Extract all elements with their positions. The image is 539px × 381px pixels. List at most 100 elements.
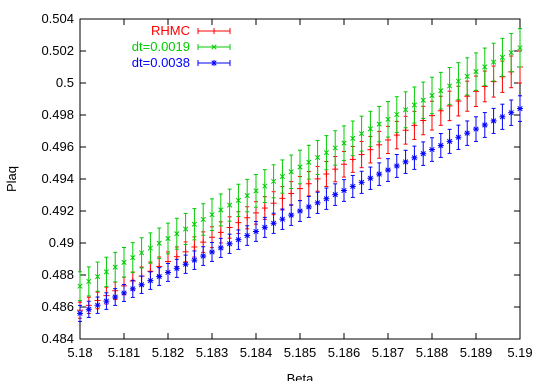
- data-point: [455, 62, 462, 101]
- data-point: [464, 57, 470, 96]
- data-point: [121, 246, 127, 278]
- data-point: [402, 91, 409, 129]
- y-tick-label: 0.488: [41, 267, 74, 282]
- series-dt-0-0019: [77, 28, 523, 302]
- data-point: [244, 178, 250, 213]
- y-tick-label: 0.498: [41, 107, 74, 122]
- axis-ticks: 5.18 5.181 5.182 5.183 5.184 5.185 5.186 5.187 5…: [41, 11, 532, 360]
- data-point: [226, 188, 233, 222]
- data-point: [103, 256, 110, 288]
- series-dt-0-0038: [77, 95, 523, 322]
- data-point: [77, 271, 83, 302]
- data-point: [323, 135, 330, 171]
- data-point: [200, 246, 207, 266]
- data-point: [437, 133, 444, 158]
- data-point: [411, 145, 418, 170]
- series-layer: [77, 28, 523, 322]
- data-point: [261, 216, 268, 238]
- x-tick-label: 5.181: [108, 345, 141, 360]
- y-tick-label: 0.496: [41, 139, 74, 154]
- data-point: [314, 191, 321, 214]
- data-point: [270, 212, 277, 234]
- data-point: [253, 221, 259, 242]
- data-point: [438, 71, 444, 110]
- data-point: [288, 154, 294, 189]
- x-tick-label: 5.18: [67, 345, 92, 360]
- data-point: [323, 187, 330, 210]
- data-point: [499, 103, 506, 130]
- data-point: [402, 149, 409, 174]
- data-point: [262, 169, 268, 203]
- y-tick-label: 0.502: [41, 43, 74, 58]
- data-point: [270, 191, 277, 216]
- data-point: [147, 232, 154, 264]
- data-point: [235, 183, 242, 218]
- y-tick-label: 0.5: [56, 75, 74, 90]
- data-point: [165, 262, 171, 282]
- data-point: [517, 28, 523, 68]
- data-point: [174, 217, 180, 250]
- data-point: [411, 86, 418, 124]
- data-point: [218, 193, 224, 227]
- data-point: [508, 32, 514, 73]
- data-point: [350, 120, 356, 157]
- y-tick-label: 0.492: [41, 203, 74, 218]
- data-point: [341, 179, 347, 202]
- data-point: [385, 158, 391, 182]
- x-tick-label: 5.184: [240, 345, 273, 360]
- x-tick-label: 5.187: [372, 345, 405, 360]
- data-point: [473, 116, 479, 142]
- x-tick-label: 5.188: [416, 345, 449, 360]
- data-point: [358, 115, 365, 152]
- legend-entry: dt=0.0038: [132, 55, 231, 70]
- y-tick-label: 0.484: [41, 331, 74, 346]
- data-point: [393, 153, 400, 178]
- data-point: [130, 242, 136, 274]
- data-point: [367, 166, 374, 190]
- data-point: [173, 258, 180, 278]
- data-point: [358, 170, 365, 194]
- data-point: [297, 200, 303, 222]
- data-point: [191, 250, 198, 270]
- data-point: [226, 233, 233, 254]
- data-point: [191, 208, 198, 241]
- legend-label: RHMC: [151, 23, 190, 38]
- x-tick-label: 5.19: [507, 345, 532, 360]
- legend-label: dt=0.0019: [132, 39, 190, 54]
- x-tick-label: 5.185: [284, 345, 317, 360]
- data-point: [508, 99, 515, 126]
- legend-label: dt=0.0038: [132, 55, 190, 70]
- data-point: [147, 271, 154, 290]
- x-tick-label: 5.182: [152, 345, 185, 360]
- data-point: [455, 124, 462, 150]
- data-point: [253, 174, 259, 208]
- data-point: [481, 112, 488, 138]
- y-tick-label: 0.486: [41, 299, 74, 314]
- data-point: [305, 195, 312, 218]
- data-point: [279, 208, 286, 230]
- data-point: [297, 149, 303, 185]
- data-point: [138, 237, 145, 269]
- data-point: [121, 283, 127, 302]
- data-point: [156, 227, 162, 260]
- data-point: [393, 120, 400, 150]
- data-point: [270, 164, 277, 199]
- data-point: [156, 267, 163, 286]
- data-point: [94, 261, 101, 292]
- data-point: [86, 266, 92, 297]
- data-point: [314, 139, 321, 175]
- data-point: [279, 159, 286, 194]
- data-point: [499, 37, 506, 77]
- data-point: [217, 237, 224, 258]
- data-point: [112, 251, 118, 283]
- data-point: [200, 203, 206, 236]
- data-point: [103, 292, 110, 310]
- data-point: [429, 76, 435, 115]
- data-point: [182, 212, 189, 246]
- data-point: [306, 144, 312, 180]
- y-tick-label: 0.49: [49, 235, 74, 250]
- x-tick-label: 5.183: [196, 345, 229, 360]
- data-point: [94, 296, 101, 314]
